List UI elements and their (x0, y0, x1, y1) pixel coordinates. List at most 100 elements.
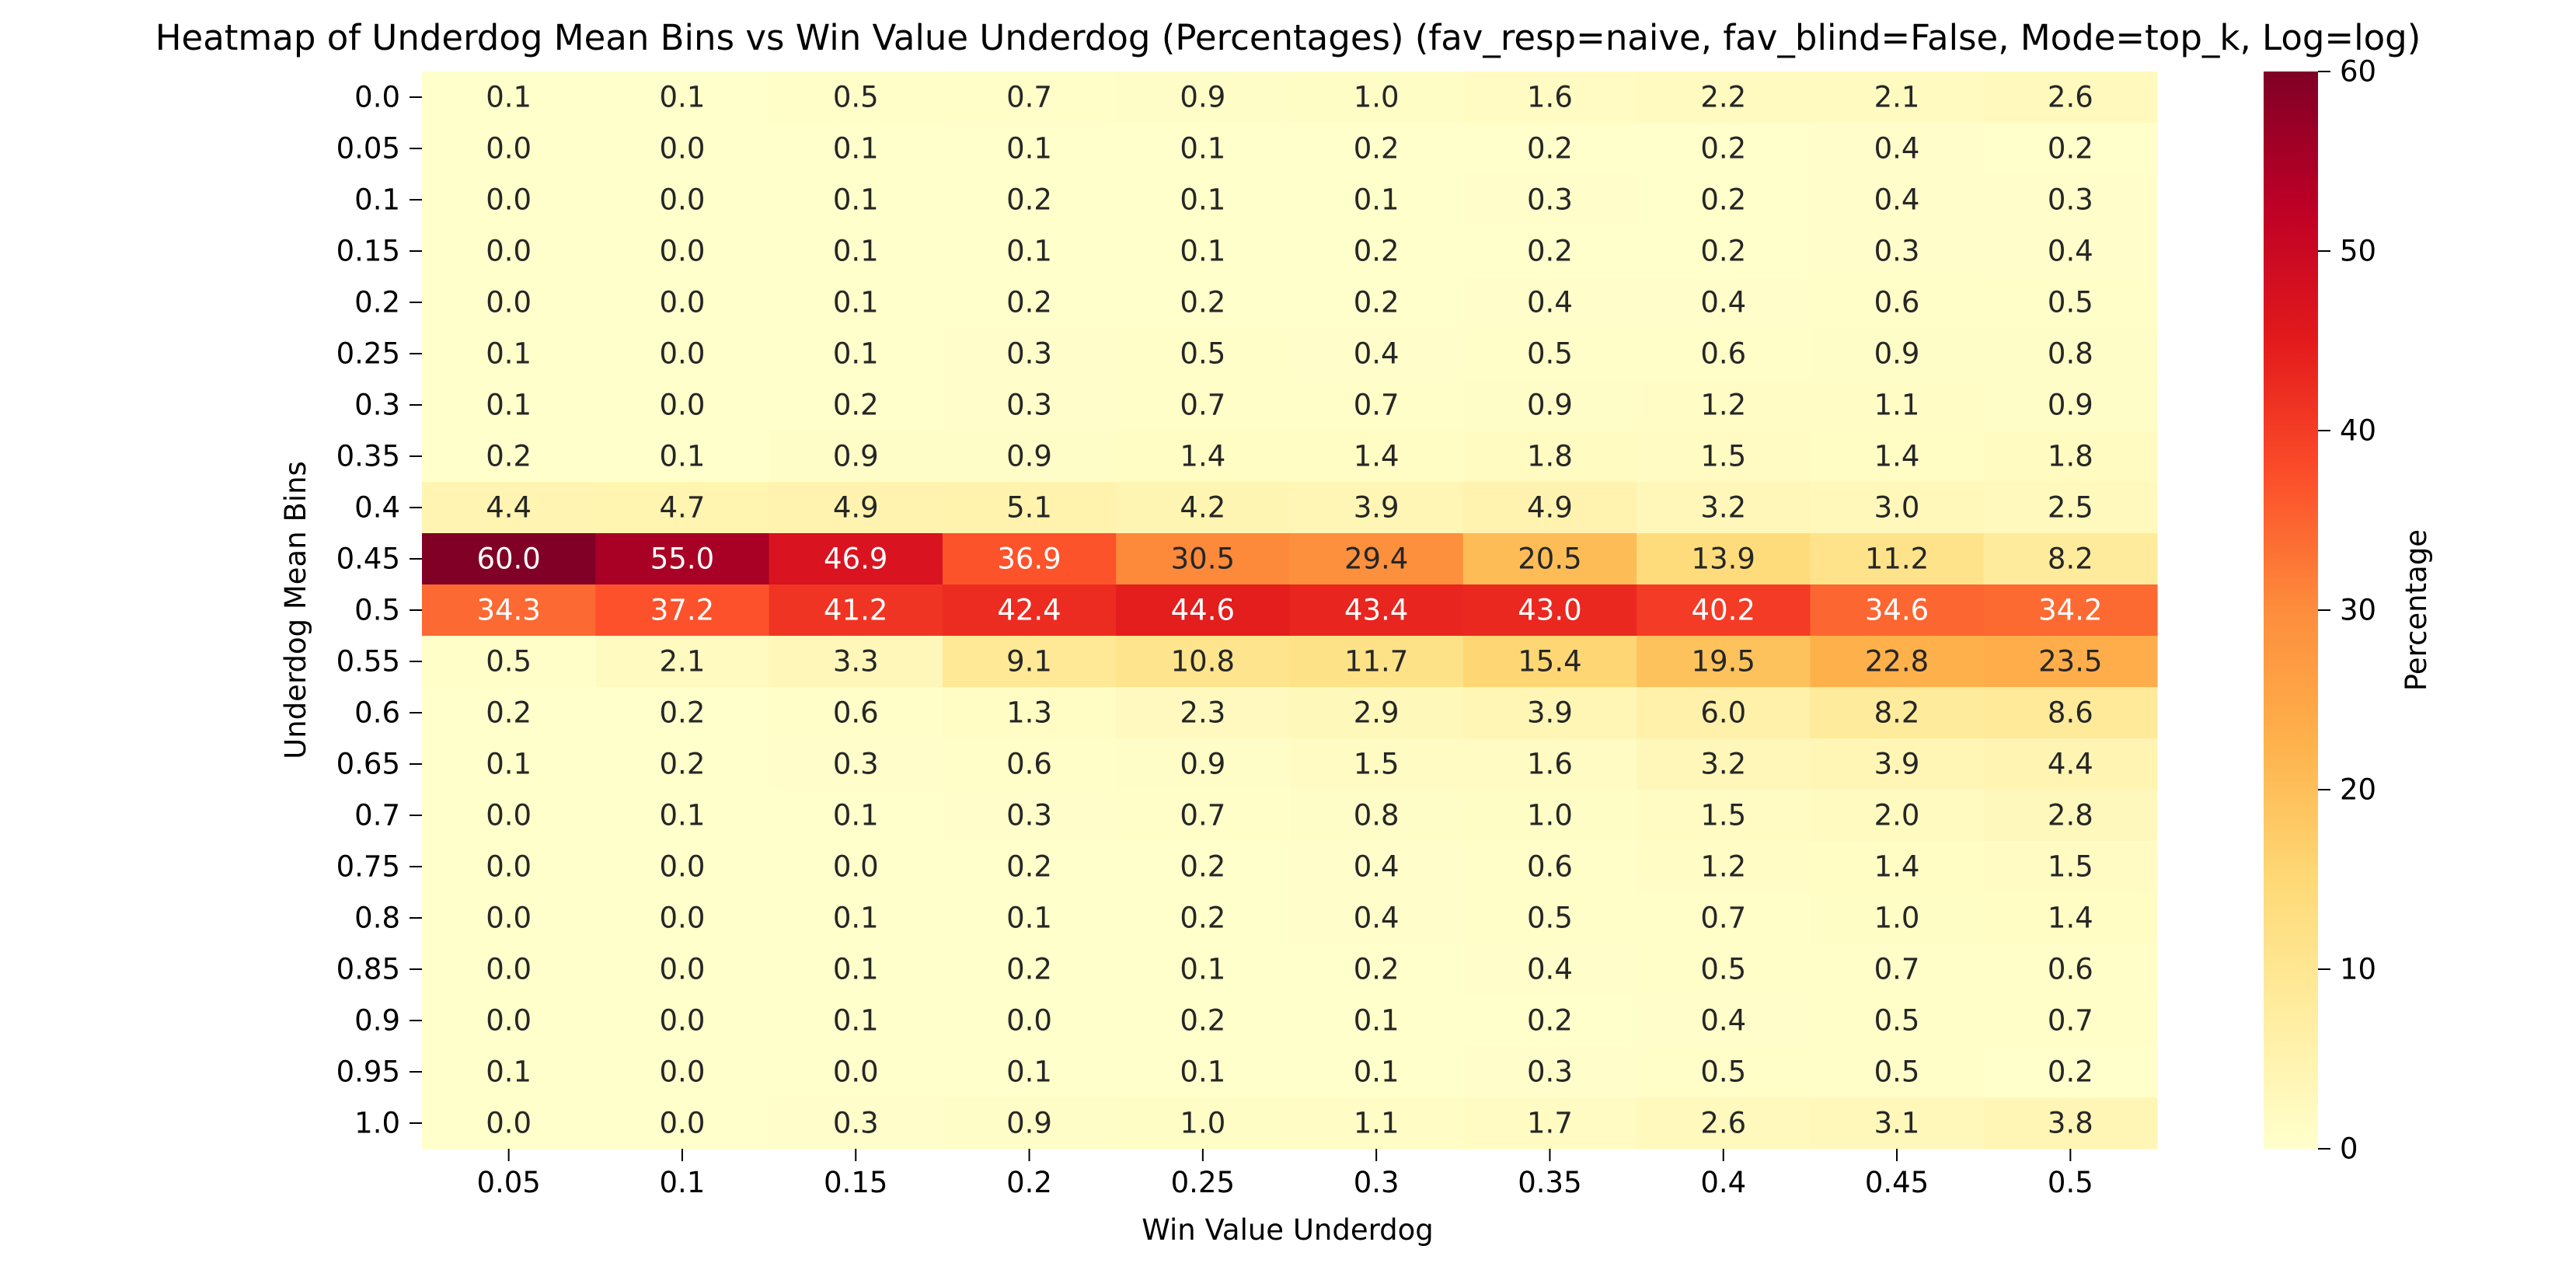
heatmap-cell (1810, 636, 1985, 688)
cell-value-label: 0.1 (1006, 902, 1052, 935)
cell-value-label: 3.9 (1354, 491, 1400, 525)
heatmap-cell (942, 892, 1117, 944)
cell-value-label: 8.6 (2048, 696, 2093, 730)
cell-value-label: 13.9 (1692, 543, 1755, 576)
heatmap-cell (1983, 1097, 2158, 1150)
heatmap-cell (1637, 225, 1811, 277)
heatmap-cell (1637, 841, 1811, 893)
cell-value-label: 29.4 (1344, 543, 1408, 576)
cell-value-label: 1.5 (1700, 440, 1746, 473)
heatmap-cell (1810, 482, 1985, 534)
cell-value-label: 1.6 (1527, 81, 1573, 114)
heatmap-cell (1637, 892, 1811, 944)
cell-value-label: 4.4 (486, 491, 532, 525)
y-axis-label: Underdog Mean Bins (279, 461, 312, 759)
heatmap-cell (942, 431, 1117, 483)
cell-value-label: 1.8 (1527, 440, 1573, 473)
heatmap-cell (769, 1097, 943, 1150)
cell-value-label: 0.1 (833, 286, 879, 319)
cell-value-label: 0.4 (1700, 1004, 1746, 1038)
cell-value-label: 1.2 (1700, 389, 1746, 422)
y-tick-label: 0.85 (336, 953, 400, 986)
cell-value-label: 0.0 (486, 1107, 532, 1140)
cell-value-label: 1.4 (1874, 440, 1920, 473)
cell-value-label: 1.5 (1354, 748, 1400, 781)
heatmap-cell (595, 379, 770, 431)
heatmap-cell (1116, 482, 1291, 534)
cell-value-label: 0.1 (486, 389, 532, 422)
cell-value-label: 0.0 (833, 850, 879, 884)
y-tick-label: 0.3 (354, 389, 400, 422)
cell-value-label: 8.2 (2048, 543, 2093, 576)
cell-value-label: 0.3 (1527, 183, 1573, 217)
cell-value-label: 0.9 (2048, 389, 2093, 422)
x-tick-label: 0.4 (1700, 1166, 1746, 1199)
cell-value-label: 30.5 (1171, 543, 1235, 576)
x-tick-label: 0.15 (824, 1166, 887, 1199)
y-tick-label: 0.5 (354, 594, 400, 627)
heatmap-cell (595, 944, 770, 996)
heatmap-cell (595, 328, 770, 380)
cell-value-label: 4.7 (660, 491, 706, 525)
cell-value-label: 0.1 (833, 235, 879, 268)
heatmap-cell (942, 174, 1117, 226)
heatmap-cell (595, 533, 770, 585)
heatmap-cell (422, 944, 596, 996)
cell-value-label: 22.8 (1865, 645, 1929, 679)
heatmap-cell (1462, 72, 1637, 124)
cell-value-label: 0.2 (1006, 183, 1052, 217)
cell-value-label: 0.0 (660, 235, 706, 268)
cell-value-label: 0.1 (486, 1055, 532, 1089)
cell-value-label: 0.6 (1527, 850, 1573, 884)
heatmap-cell (942, 636, 1117, 688)
heatmap-cell (1116, 892, 1291, 944)
cell-value-label: 34.3 (476, 594, 540, 627)
cell-value-label: 0.3 (2048, 183, 2093, 217)
heatmap-cell (1810, 1097, 1985, 1150)
cell-value-label: 0.0 (660, 132, 706, 166)
heatmap-cell (422, 892, 596, 944)
heatmap-cell (1462, 225, 1637, 277)
heatmap-cell (1116, 72, 1291, 124)
heatmap-cell (942, 790, 1117, 842)
chart-title: Heatmap of Underdog Mean Bins vs Win Val… (155, 17, 2421, 58)
heatmap-cell (1810, 584, 1985, 637)
heatmap-cell (1289, 482, 1464, 534)
heatmap-cell (1810, 225, 1985, 277)
heatmap-cell (1289, 636, 1464, 688)
cell-value-label: 1.6 (1527, 748, 1573, 781)
cell-value-label: 11.7 (1344, 645, 1408, 679)
heatmap-cell (422, 636, 596, 688)
heatmap-cell (1810, 790, 1985, 842)
cell-value-label: 0.1 (1180, 183, 1225, 217)
heatmap-cell (1810, 174, 1985, 226)
cell-value-label: 0.3 (1006, 389, 1052, 422)
cell-value-label: 0.1 (486, 748, 532, 781)
colorbar-tick-label: 10 (2340, 953, 2376, 986)
cell-value-label: 0.5 (833, 81, 879, 114)
heatmap-cell (1810, 944, 1985, 996)
cell-value-label: 0.6 (2048, 953, 2093, 986)
heatmap-cell (1289, 174, 1464, 226)
cell-value-label: 0.1 (1354, 1055, 1400, 1089)
cell-value-label: 2.6 (1700, 1107, 1746, 1140)
heatmap-cell (1810, 892, 1985, 944)
y-tick-label: 0.25 (336, 337, 400, 371)
cell-value-label: 1.7 (1527, 1107, 1573, 1140)
y-tick-label: 0.95 (336, 1055, 400, 1089)
cell-value-label: 0.7 (1180, 389, 1225, 422)
heatmap-cell (1116, 738, 1291, 790)
heatmap-cell (422, 738, 596, 790)
cell-value-label: 2.6 (2048, 81, 2093, 114)
cell-value-label: 0.5 (1700, 1055, 1746, 1089)
heatmap-cell (1462, 277, 1637, 329)
heatmap-cell (1637, 123, 1811, 175)
cell-value-label: 0.1 (833, 953, 879, 986)
cell-value-label: 0.0 (660, 389, 706, 422)
cell-value-label: 0.0 (486, 953, 532, 986)
heatmap-cell (422, 72, 596, 124)
cell-value-label: 0.2 (1354, 132, 1400, 166)
heatmap-cell (1289, 431, 1464, 483)
heatmap-cell (1116, 328, 1291, 380)
